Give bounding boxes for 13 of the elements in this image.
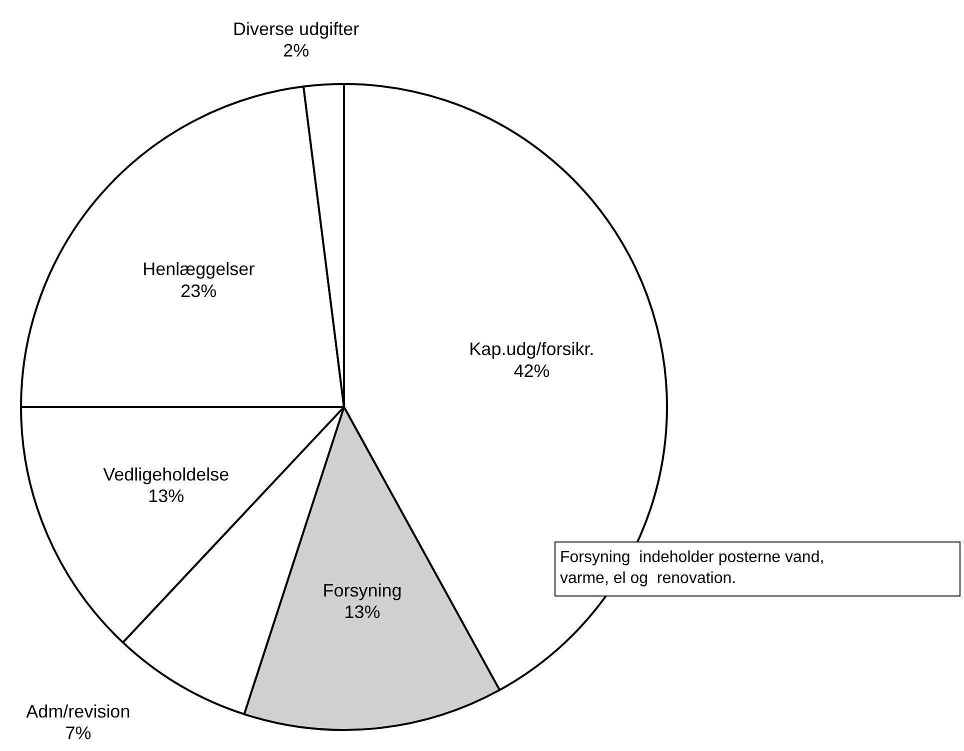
data-label: 13% (148, 486, 184, 506)
slice-label: Henlæggelser (142, 259, 255, 280)
data-label: 7% (65, 723, 92, 744)
data-label: 23% (180, 280, 217, 301)
data-label: 42% (514, 360, 550, 381)
slice-label: Kap.udg/forsikr. (469, 339, 594, 360)
slice-label: Diverse udgifter (233, 19, 360, 40)
text: Forsyning indeholder posterne vand, varme, el og renovation. (560, 549, 824, 587)
data-label: 2% (283, 40, 310, 61)
slice-label: Vedligeholdelse (103, 464, 230, 484)
slice-label: Adm/revision (26, 702, 130, 722)
data-label: 13% (344, 602, 380, 622)
slice-label: Forsyning (322, 580, 402, 600)
